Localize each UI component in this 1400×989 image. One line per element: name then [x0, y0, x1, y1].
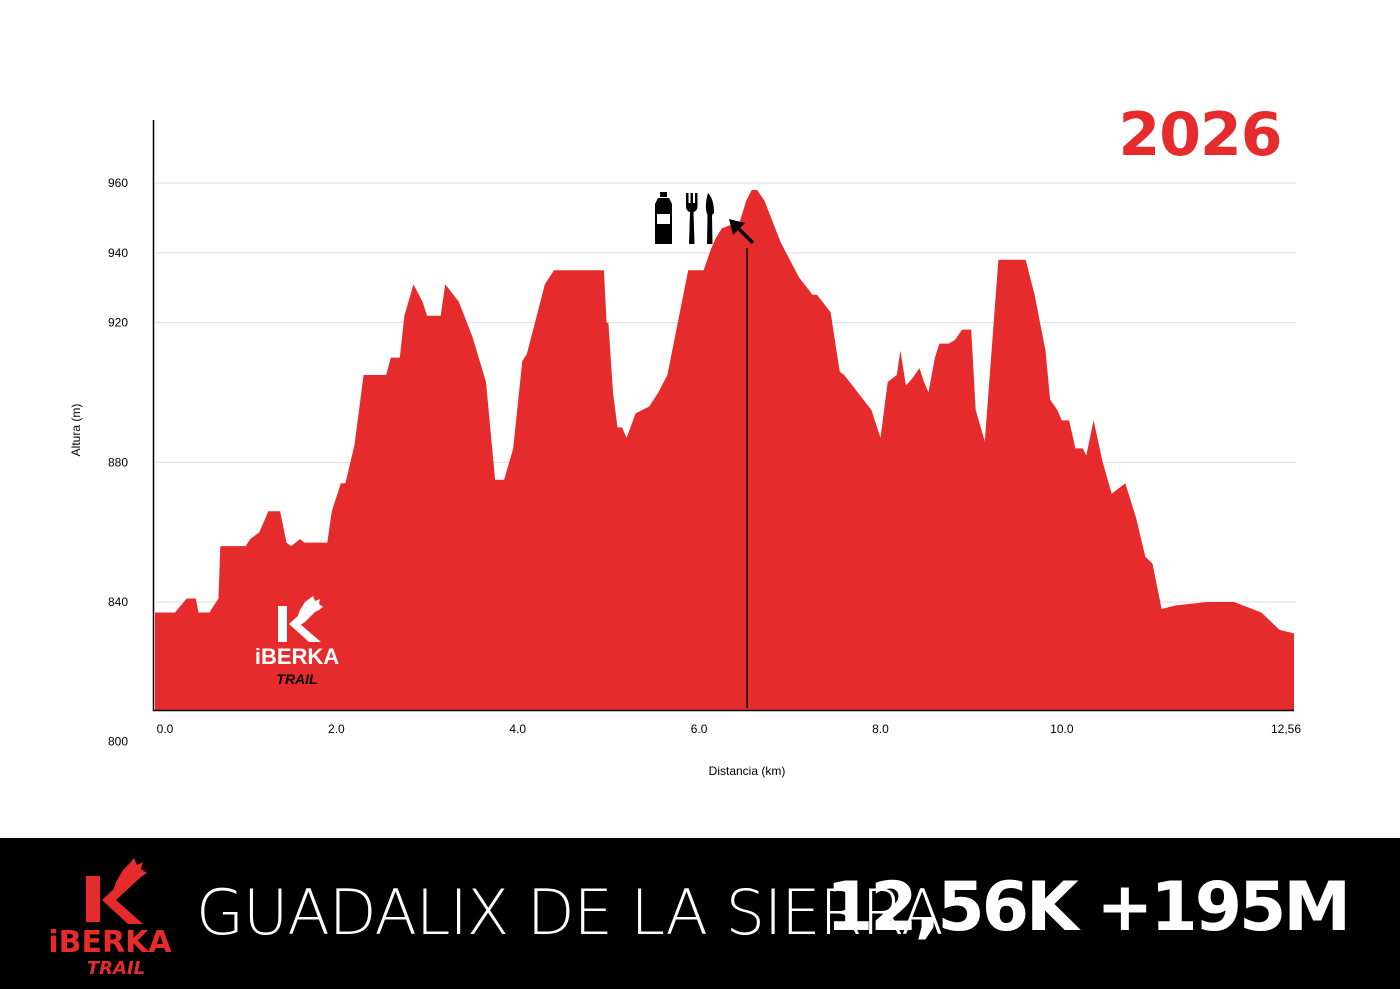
race-name: GUADALIX DE LA SIERRA [196, 876, 943, 949]
elevation-area [155, 190, 1294, 710]
chart-logo-name: iBERKA [255, 644, 339, 669]
x-tick-label-2: 2.0 [328, 722, 345, 736]
y-tick-label-920: 920 [108, 316, 128, 330]
x-tick-label-8: 8.0 [872, 722, 889, 736]
x-tick-label-0: 0.0 [157, 722, 174, 736]
footer-bar: iBERKA TRAIL GUADALIX DE LA SIERRA 12,56… [0, 838, 1400, 989]
race-stats: 12,56K +195M [825, 868, 1351, 947]
footer-logo-name: iBERKA [48, 925, 172, 960]
x-tick-label-4: 4.0 [509, 722, 526, 736]
x-tick-label-12-56: 12,56 [1271, 722, 1301, 736]
y-tick-labels: 800 840 880 920 940 960 [108, 176, 128, 749]
y-tick-label-800: 800 [108, 735, 128, 749]
water-bottle-icon [655, 192, 672, 244]
arrow-up-left-icon [729, 219, 755, 245]
y-tick-label-940: 940 [108, 246, 128, 260]
y-axis-label: Altura (m) [69, 404, 83, 457]
iberka-logo-chart: iBERKA TRAIL [255, 596, 339, 687]
aid-station-icons [655, 192, 755, 245]
axes [152, 120, 1294, 712]
y-tick-label-960: 960 [108, 176, 128, 190]
footer-logo-subtitle: TRAIL [87, 958, 145, 978]
y-tick-label-840: 840 [108, 595, 128, 609]
x-tick-labels: 0.0 2.0 4.0 6.0 8.0 10.0 12,56 [157, 722, 1302, 736]
footer-wolf-silhouette [110, 858, 147, 902]
logo-letter-i [278, 606, 287, 642]
iberka-logo-footer: iBERKA TRAIL [48, 858, 172, 978]
x-tick-label-6: 6.0 [691, 722, 708, 736]
footer-logo-letter-i [86, 876, 100, 922]
year-label: 2026 [1118, 100, 1283, 170]
y-tick-label-880: 880 [108, 455, 128, 469]
wolf-silhouette [295, 596, 323, 626]
chart-logo-subtitle: TRAIL [276, 671, 317, 687]
x-tick-label-10: 10.0 [1050, 722, 1074, 736]
fork-icon [686, 193, 698, 244]
x-axis-label: Distancia (km) [709, 764, 786, 778]
elevation-profile-chart: 800 840 880 920 940 960 0.0 2.0 4.0 6.0 8.0 10.0 12… [69, 120, 1302, 778]
knife-icon [705, 193, 714, 244]
